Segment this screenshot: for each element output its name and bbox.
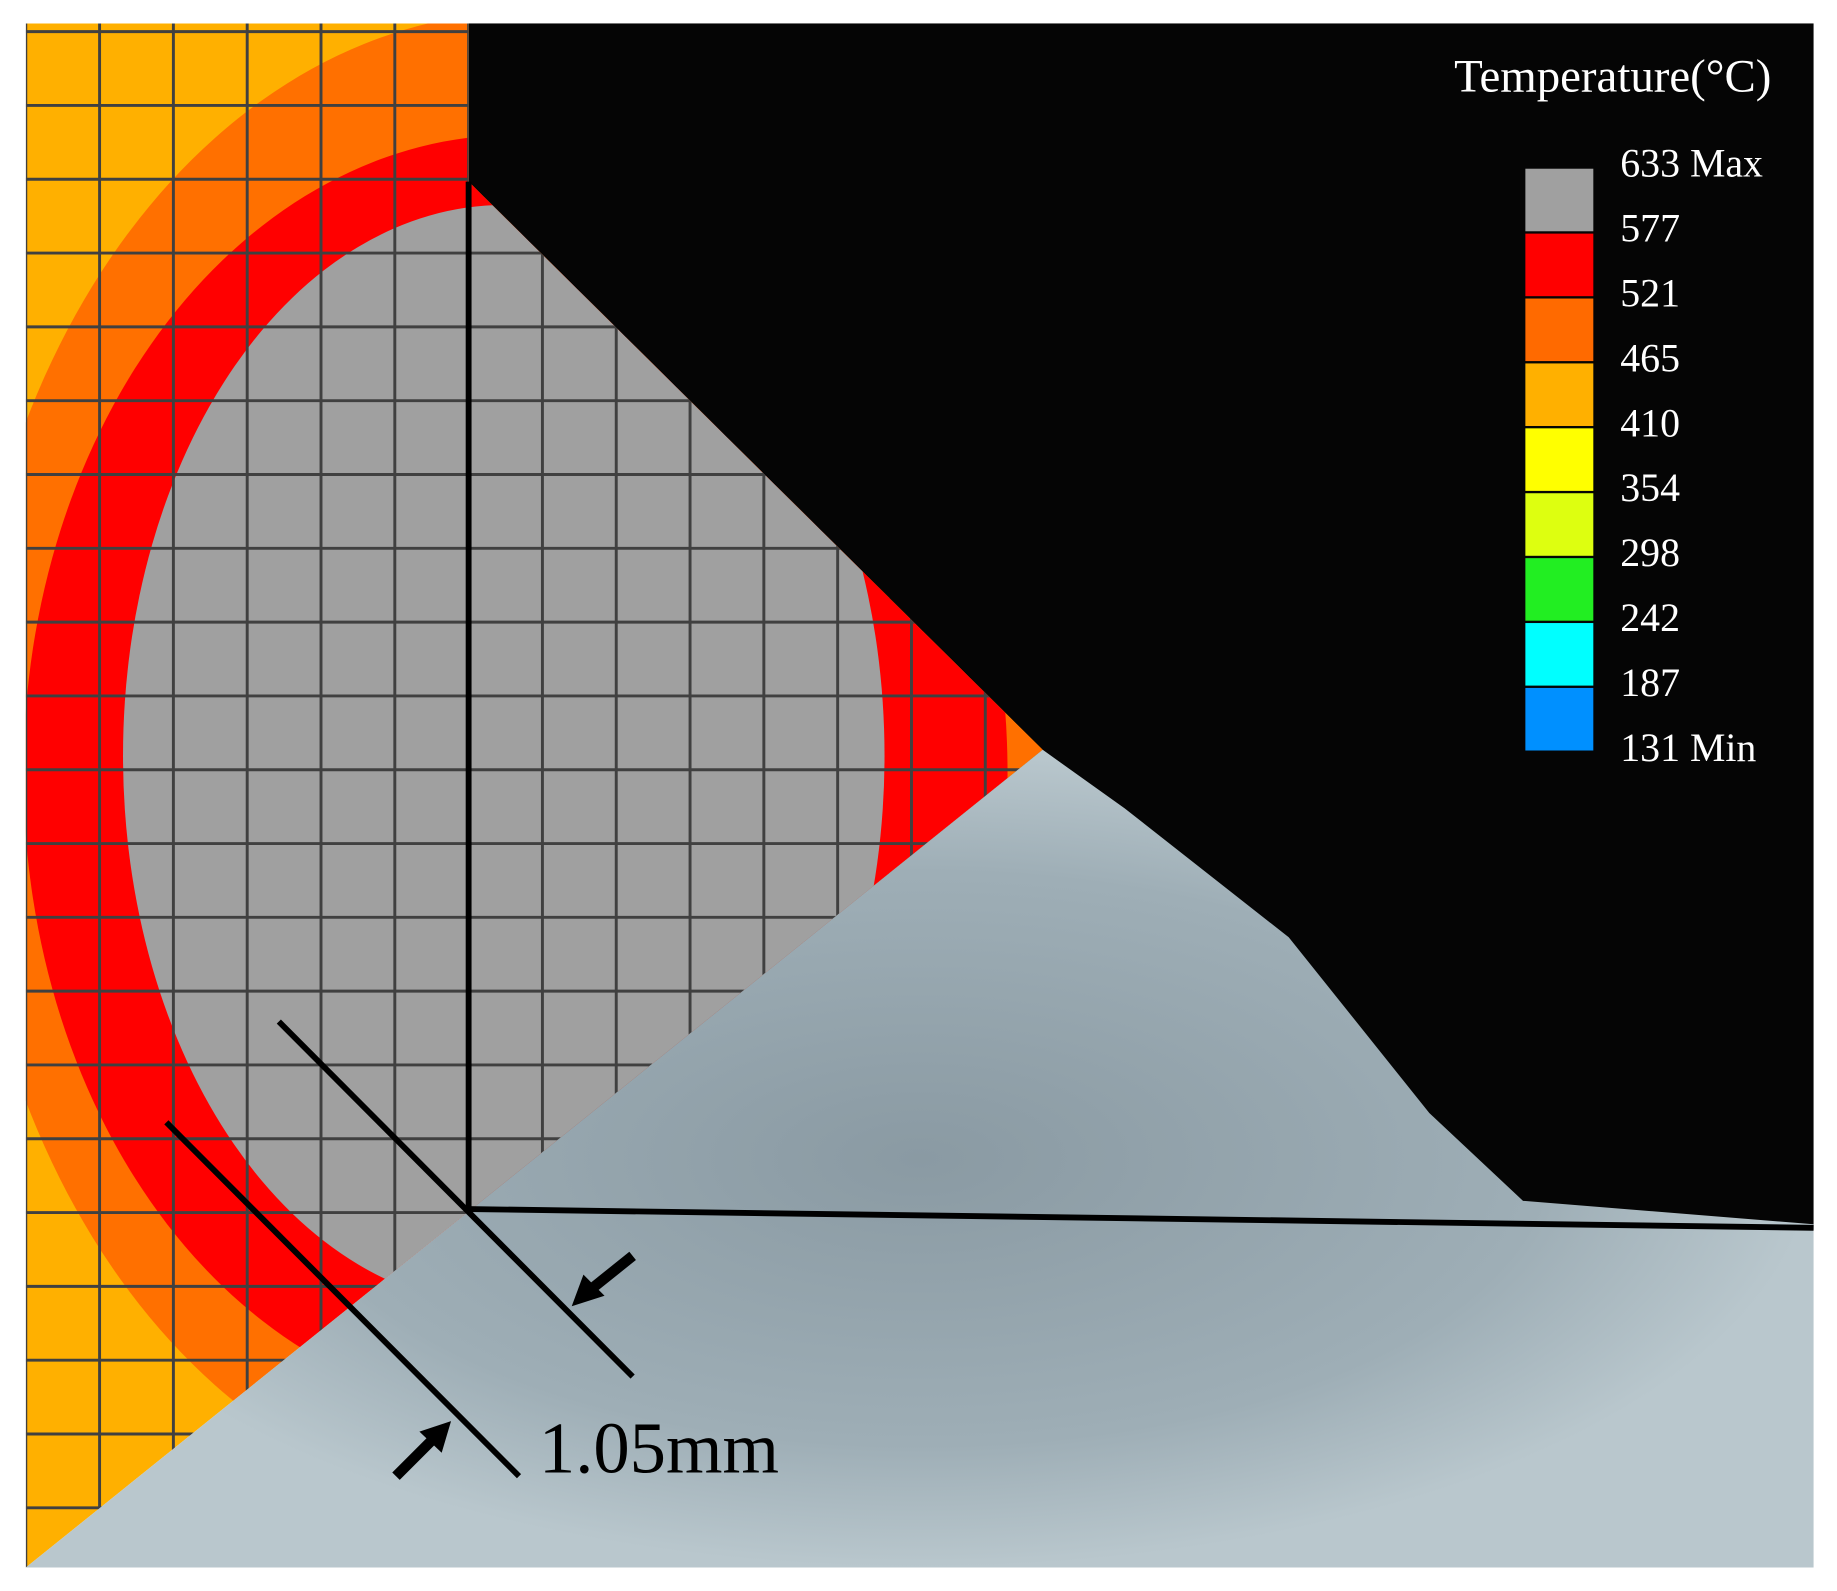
legend-label: 521 [1620,271,1680,315]
legend-swatch [1525,168,1594,232]
legend-title: Temperature(°C) [1454,50,1771,102]
legend-label: 354 [1620,466,1680,510]
measure-line [164,1120,522,1479]
legend-swatch [1525,687,1594,751]
arrow [588,1251,636,1293]
axis-line [468,1206,1814,1231]
arrow-head [571,1274,605,1307]
legend-label: 465 [1620,336,1680,380]
legend-swatch [1525,493,1594,556]
legend-label: 577 [1620,207,1680,251]
legend-label: 298 [1620,531,1680,575]
measurement-label: 1.05mm [539,1408,779,1489]
legend-swatch [1525,233,1594,297]
micrograph [25,749,1814,1568]
arrow [392,1434,438,1480]
legend-swatch [1525,558,1594,621]
legend-label: 633 Max [1620,142,1763,186]
legend-swatch [1525,298,1594,362]
legend-label: 410 [1620,401,1680,445]
legend-label: 242 [1620,596,1680,640]
legend-label: 131 Min [1620,726,1756,770]
legend: 633 Max 577 521 465 410 354 298 242 187 131 Min [1525,142,1763,770]
legend-swatch [1525,623,1594,686]
legend-label: 187 [1620,661,1680,705]
legend-swatch [1525,363,1594,426]
measure-line [276,1019,635,1379]
legend-swatch [1525,428,1594,491]
